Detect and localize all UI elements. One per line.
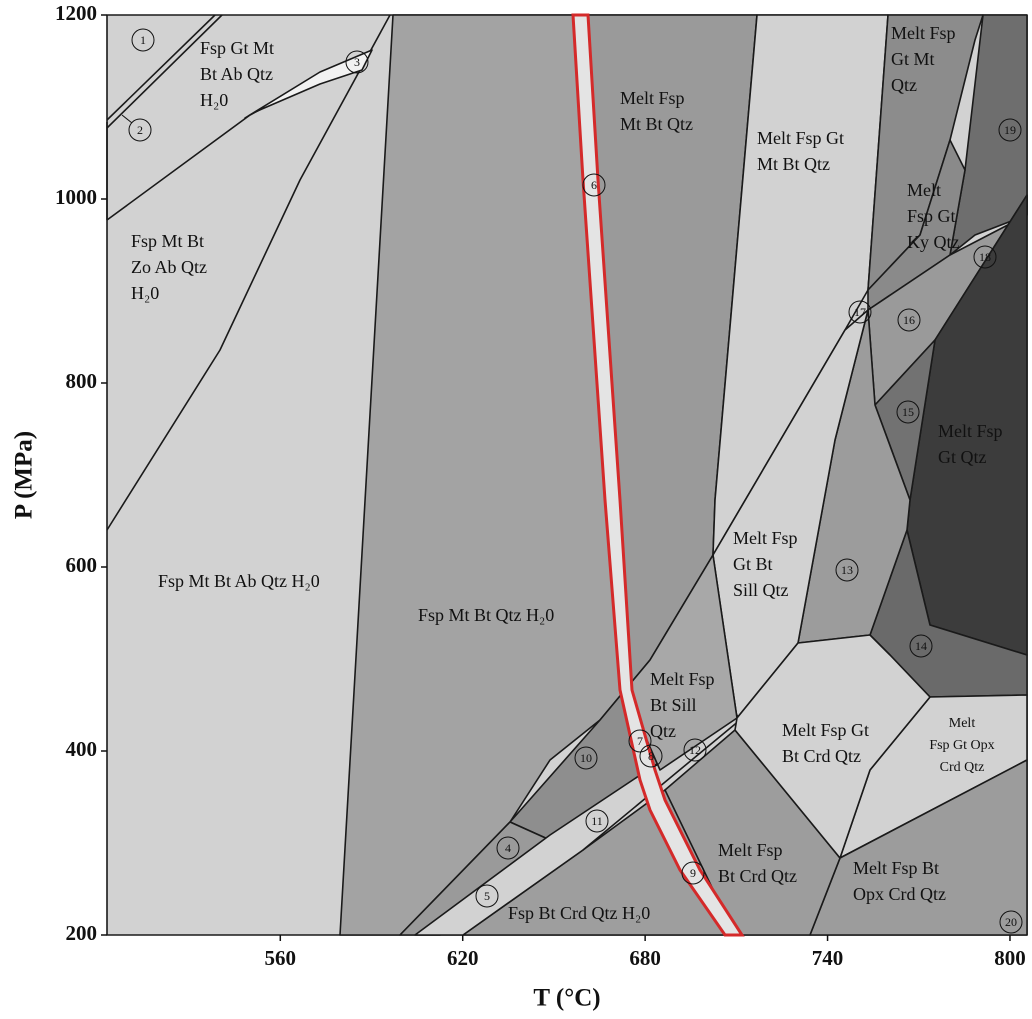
field-label: Fsp Bt Crd Qtz H₂0 <box>508 903 650 923</box>
field-label: Melt Fsp <box>650 669 715 689</box>
field-number-circle <box>345 50 369 74</box>
field-number: 7 <box>637 734 643 748</box>
x-axis-label: T (°C) <box>533 985 600 1012</box>
y-tick-label: 800 <box>66 369 98 393</box>
phase-field <box>734 634 931 859</box>
x-tick-label: 680 <box>629 946 661 970</box>
reaction-band <box>571 13 745 937</box>
field-number: 3 <box>354 55 360 69</box>
x-tick-label: 740 <box>812 946 844 970</box>
y-axis-label: P (MPa) <box>11 431 38 519</box>
field-number-circle <box>973 245 997 269</box>
field-number: 12 <box>689 743 701 757</box>
field-label: Fsp Mt Bt Qtz H₂0 <box>418 605 554 625</box>
y-tick-label: 400 <box>66 737 98 761</box>
field-number: 15 <box>902 405 914 419</box>
field-number: 20 <box>1005 915 1017 929</box>
field-label: Melt Fsp Gt <box>757 128 844 148</box>
field-number-circle <box>628 729 652 753</box>
field-label: Crd Qtz <box>940 760 985 775</box>
field-number-circle <box>998 118 1022 142</box>
field-number-circle <box>582 173 606 197</box>
boundary <box>244 49 373 119</box>
field-label: Melt Fsp <box>620 88 685 108</box>
field-label: Melt Fsp Bt <box>853 858 939 878</box>
field-number: 2 <box>137 123 143 137</box>
boundary <box>106 14 223 129</box>
field-label: Gt Bt <box>733 554 773 574</box>
phase-fields <box>106 14 1028 936</box>
field-number: 10 <box>580 751 592 765</box>
field-number-circle <box>909 634 933 658</box>
field-number: 8 <box>648 749 654 763</box>
field-number-circle <box>475 884 499 908</box>
field-number: 17 <box>854 305 866 319</box>
field-label: Qtz <box>891 75 917 95</box>
field-label: Fsp Gt Mt <box>200 38 274 58</box>
field-number: 4 <box>505 841 511 855</box>
field-label: Bt Ab Qtz <box>200 64 273 84</box>
x-tick-label: 560 <box>265 946 297 970</box>
field-number-circle <box>896 400 920 424</box>
y-tick-label: 1200 <box>55 1 97 25</box>
field-label: Melt Fsp Gt <box>782 720 869 740</box>
field-number: 16 <box>903 313 915 327</box>
x-tick-label: 620 <box>447 946 479 970</box>
y-tick-label: 200 <box>66 921 98 945</box>
field-number-circle <box>848 300 872 324</box>
y-tick-label: 1000 <box>55 185 97 209</box>
y-tick-label: 600 <box>66 553 98 577</box>
field-number-circle <box>835 558 859 582</box>
field-label: Melt <box>949 716 976 731</box>
field-number: 1 <box>140 33 146 47</box>
field-label: Gt Qtz <box>938 447 987 467</box>
field-number-circle <box>585 809 609 833</box>
field-label: Fsp Mt Bt <box>131 231 204 251</box>
field-number: 9 <box>690 866 696 880</box>
field-label: H₂0 <box>200 90 228 110</box>
field-label: Melt Fsp <box>891 23 956 43</box>
field-number: 13 <box>841 563 853 577</box>
field-number: 14 <box>915 639 927 653</box>
pointer <box>121 114 133 124</box>
field-number-circle <box>574 746 598 770</box>
field-label: Bt Crd Qtz <box>718 866 797 886</box>
field-number: 6 <box>591 178 597 192</box>
field-number-circle <box>681 861 705 885</box>
field-label: Zo Ab Qtz <box>131 257 207 277</box>
field-number-circle <box>897 308 921 332</box>
field-number: 18 <box>979 250 991 264</box>
x-tick-label: 800 <box>994 946 1026 970</box>
field-label: H₂0 <box>131 283 159 303</box>
field-label: Mt Bt Qtz <box>757 154 830 174</box>
field-label: Gt Mt <box>891 49 935 69</box>
boundary <box>106 14 216 121</box>
field-number-circle <box>999 910 1023 934</box>
field-number: 19 <box>1004 123 1016 137</box>
field-number-circle <box>496 836 520 860</box>
field-label: Fsp Mt Bt Ab Qtz H₂0 <box>158 571 320 591</box>
field-number: 11 <box>591 814 603 828</box>
field-number-circle <box>639 744 663 768</box>
field-label: Sill Qtz <box>733 580 789 600</box>
field-label: Melt Fsp <box>733 528 798 548</box>
phase-field <box>624 554 738 771</box>
field-number-circle <box>683 738 707 762</box>
field-label: Ky Qtz <box>907 232 960 252</box>
field-label: Qtz <box>650 721 676 741</box>
field-label: Bt Sill <box>650 695 697 715</box>
boundary <box>106 14 391 531</box>
field-label: Melt Fsp <box>718 840 783 860</box>
field-label: Fsp Gt <box>907 206 956 226</box>
field-label: Melt Fsp <box>938 421 1003 441</box>
field-label: Mt Bt Qtz <box>620 114 693 134</box>
field-label: Fsp Gt Opx <box>929 738 994 753</box>
field-number-circle <box>131 28 155 52</box>
field-label: Bt Crd Qtz <box>782 746 861 766</box>
field-number-circle <box>128 118 152 142</box>
field-label: Opx Crd Qtz <box>853 884 946 904</box>
field-number: 5 <box>484 889 490 903</box>
field-label: Melt <box>907 180 941 200</box>
